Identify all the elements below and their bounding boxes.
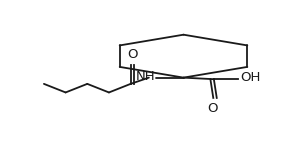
Text: OH: OH — [240, 71, 260, 84]
Text: NH: NH — [135, 70, 155, 83]
Text: O: O — [127, 48, 138, 61]
Text: O: O — [207, 102, 217, 115]
